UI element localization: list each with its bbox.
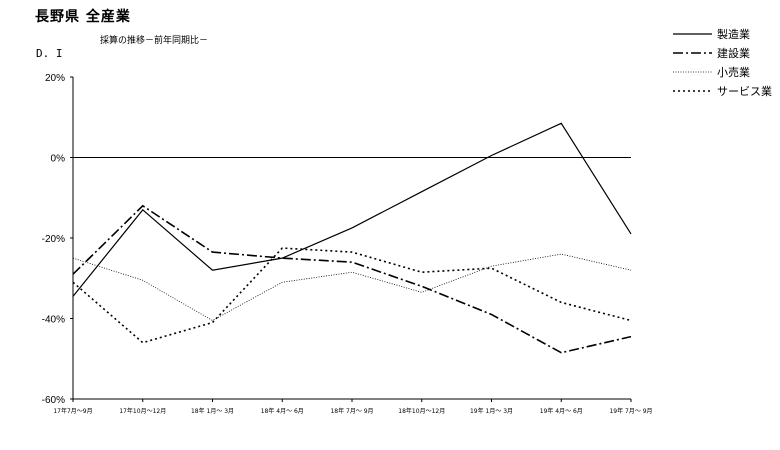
series-2-point bbox=[281, 257, 284, 260]
series-line-4 bbox=[72, 247, 632, 344]
legend-label-2: 建設業 bbox=[717, 46, 750, 60]
series-line-3 bbox=[72, 253, 632, 321]
y-axis-label: D. I bbox=[36, 47, 63, 60]
series-1-point bbox=[420, 190, 423, 193]
series-3-point bbox=[281, 281, 284, 284]
series-3-point bbox=[351, 271, 354, 274]
y-tick-label: 0% bbox=[51, 154, 66, 165]
x-tick-label: 19年 1月～ 3月 bbox=[470, 407, 513, 415]
chart-series-group bbox=[72, 122, 633, 354]
y-tick-label: -20% bbox=[42, 234, 65, 245]
series-2-point bbox=[560, 351, 563, 354]
series-3-point bbox=[141, 279, 144, 282]
series-3-point bbox=[560, 253, 563, 256]
series-4-point bbox=[351, 251, 354, 254]
y-tick-label: -40% bbox=[42, 315, 65, 326]
series-1-point bbox=[72, 295, 75, 298]
series-1-point bbox=[351, 226, 354, 229]
legend-label-3: 小売業 bbox=[717, 66, 750, 79]
series-4-point bbox=[420, 271, 423, 274]
series-4-point bbox=[560, 301, 563, 304]
y-tick-label: -60% bbox=[42, 395, 65, 406]
series-2-point bbox=[141, 204, 144, 207]
series-3-point bbox=[72, 257, 75, 260]
series-line-1 bbox=[72, 122, 632, 297]
legend-label-4: サービス業 bbox=[717, 85, 772, 98]
x-tick-label: 17年7月～9月 bbox=[53, 407, 92, 415]
chart-title: 長野県 全産業 bbox=[35, 9, 131, 25]
series-3-point bbox=[630, 269, 633, 272]
series-1-point bbox=[141, 208, 144, 211]
series-1-point bbox=[560, 122, 563, 125]
series-4-point bbox=[211, 321, 214, 324]
chart-subtitle: 採算の推移－前年同期比－ bbox=[100, 36, 209, 46]
series-4-point bbox=[141, 341, 144, 344]
series-4-point bbox=[490, 267, 493, 270]
series-2-point bbox=[72, 273, 75, 276]
series-2-point bbox=[490, 313, 493, 316]
series-3-point bbox=[420, 291, 423, 294]
series-1-point bbox=[490, 154, 493, 157]
series-2-point bbox=[630, 335, 633, 338]
y-tick-label: 20% bbox=[45, 73, 65, 84]
series-line-2 bbox=[72, 204, 632, 354]
x-tick-label: 19年 7月～ 9月 bbox=[609, 407, 652, 415]
legend-label-1: 製造業 bbox=[717, 27, 750, 41]
series-1-point bbox=[630, 232, 633, 235]
x-tick-label: 18年10月～12月 bbox=[398, 407, 445, 415]
chart-axes: 20% 0% -20% -40% -60%17年7月～9月 17年10月～12月 18年 1… bbox=[42, 73, 653, 415]
series-2-point bbox=[211, 251, 214, 254]
series-4-point bbox=[630, 319, 633, 322]
x-tick-label: 18年 7月～ 9月 bbox=[330, 407, 373, 415]
x-tick-label: 18年 4月～ 6月 bbox=[261, 407, 304, 415]
x-tick-label: 18年 1月～ 3月 bbox=[191, 407, 234, 415]
series-1-point bbox=[211, 269, 214, 272]
series-4-point bbox=[72, 281, 75, 284]
x-tick-label: 17年10月～12月 bbox=[119, 407, 166, 415]
series-2-point bbox=[420, 285, 423, 288]
x-tick-label: 19年 4月～ 6月 bbox=[540, 407, 583, 415]
series-4-point bbox=[281, 247, 284, 250]
series-2-point bbox=[351, 261, 354, 264]
